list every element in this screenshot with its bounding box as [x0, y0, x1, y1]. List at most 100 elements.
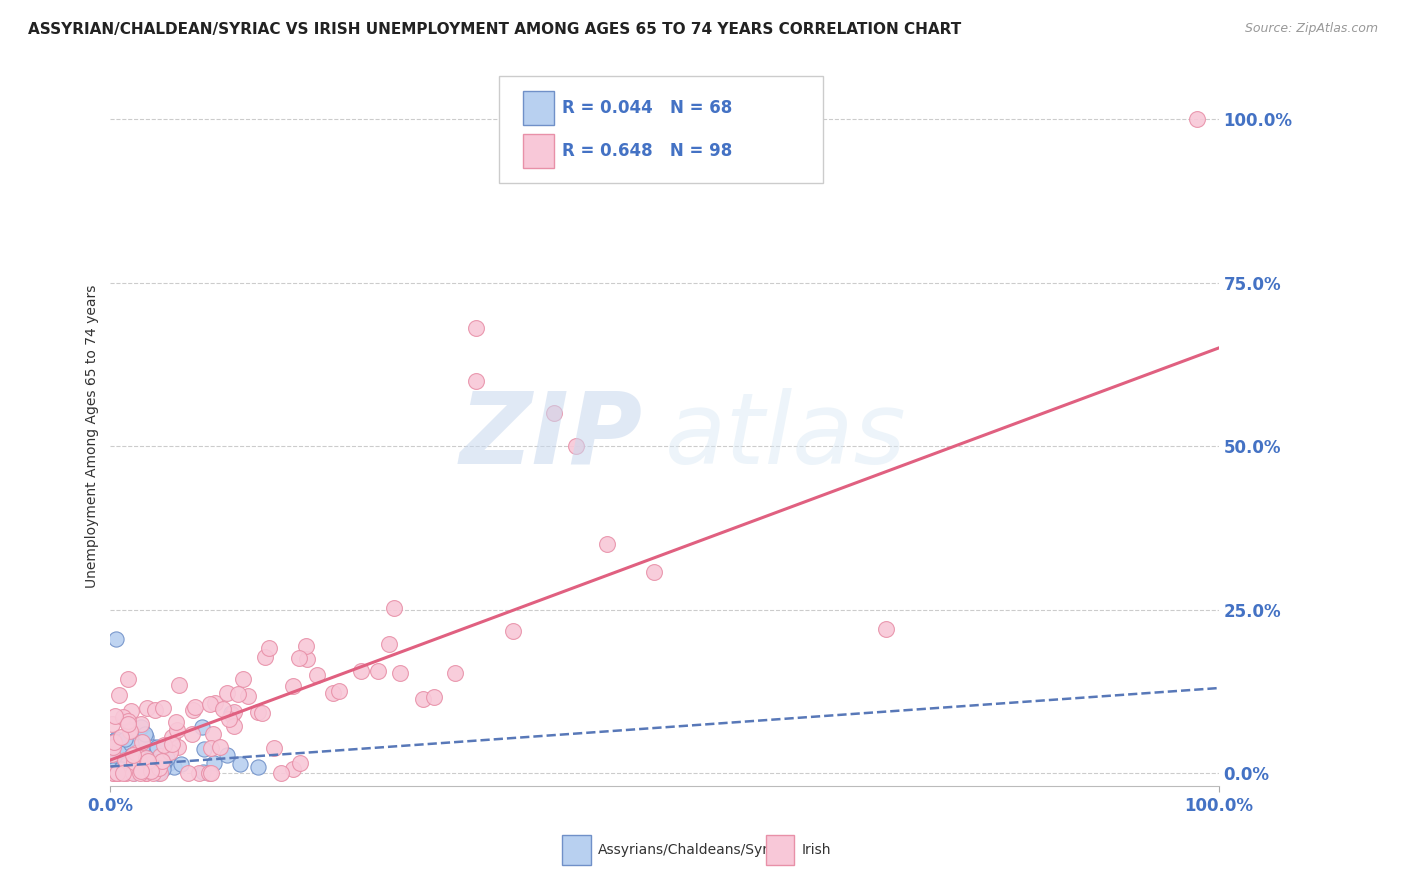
Point — [124, 759, 146, 773]
Point — [149, 751, 172, 765]
Text: ZIP: ZIP — [460, 388, 643, 484]
Point — [148, 761, 170, 775]
Point — [111, 710, 134, 724]
Text: Source: ZipAtlas.com: Source: ZipAtlas.com — [1244, 22, 1378, 36]
Point — [117, 672, 139, 686]
Point — [120, 723, 142, 738]
Point — [121, 764, 143, 778]
Point — [150, 754, 173, 768]
Point — [110, 739, 132, 754]
Point — [142, 766, 165, 780]
Point — [388, 665, 411, 680]
Point — [270, 766, 292, 780]
Point — [135, 751, 157, 765]
Point — [228, 687, 250, 701]
Text: Irish: Irish — [801, 843, 831, 857]
Point — [114, 745, 136, 759]
Point — [103, 755, 125, 769]
Point — [104, 709, 127, 723]
Point — [117, 764, 139, 779]
Point — [104, 632, 127, 646]
Point — [121, 736, 143, 750]
Point — [107, 764, 129, 778]
Point — [595, 537, 617, 551]
Point — [128, 766, 150, 780]
Point — [111, 742, 134, 756]
Point — [136, 754, 159, 768]
Point — [350, 664, 373, 678]
Point — [110, 763, 132, 777]
Point — [201, 727, 224, 741]
Point — [502, 624, 524, 638]
Point — [100, 716, 122, 731]
Point — [136, 701, 159, 715]
Point — [131, 735, 153, 749]
Point — [107, 766, 129, 780]
Point — [128, 761, 150, 775]
Point — [122, 766, 145, 780]
Point — [117, 757, 139, 772]
Point — [110, 731, 132, 745]
Point — [135, 766, 157, 780]
Point — [643, 566, 665, 580]
Point — [193, 741, 215, 756]
Point — [160, 737, 183, 751]
Point — [222, 719, 245, 733]
Point — [135, 766, 157, 780]
Text: ASSYRIAN/CHALDEAN/SYRIAC VS IRISH UNEMPLOYMENT AMONG AGES 65 TO 74 YEARS CORRELA: ASSYRIAN/CHALDEAN/SYRIAC VS IRISH UNEMPL… — [28, 22, 962, 37]
Point — [101, 766, 124, 780]
Point — [141, 756, 163, 770]
Point — [101, 763, 124, 777]
Point — [117, 765, 139, 780]
Point — [120, 704, 142, 718]
Point — [565, 439, 588, 453]
Point — [103, 735, 125, 749]
Text: atlas: atlas — [665, 388, 907, 484]
Point — [367, 665, 389, 679]
Point — [200, 740, 222, 755]
Point — [129, 716, 152, 731]
Point — [122, 748, 145, 763]
Point — [114, 731, 136, 746]
Point — [125, 746, 148, 760]
Point — [193, 765, 215, 780]
Point — [294, 639, 316, 653]
Point — [114, 752, 136, 766]
Point — [104, 731, 127, 746]
Point — [176, 766, 198, 780]
Point — [328, 683, 350, 698]
Point — [138, 762, 160, 776]
Point — [224, 705, 246, 719]
Point — [107, 766, 129, 780]
Point — [543, 406, 565, 420]
Point — [101, 739, 124, 754]
Point — [143, 759, 166, 773]
Point — [129, 764, 152, 779]
Point — [122, 756, 145, 770]
Point — [184, 700, 207, 714]
Point — [198, 766, 221, 780]
Point — [297, 652, 319, 666]
Point — [100, 741, 122, 756]
Point — [103, 734, 125, 748]
Point — [125, 748, 148, 763]
Point — [101, 757, 124, 772]
Point — [377, 637, 399, 651]
Point — [166, 723, 188, 737]
Point — [465, 374, 488, 388]
Point — [215, 747, 238, 762]
Point — [148, 765, 170, 780]
Point — [153, 756, 176, 770]
Point — [382, 600, 405, 615]
Point — [181, 703, 204, 717]
Point — [167, 678, 190, 692]
Point — [111, 766, 134, 780]
Point — [238, 690, 260, 704]
Point — [187, 766, 209, 780]
Point — [143, 761, 166, 775]
Point — [127, 744, 149, 758]
Point — [191, 720, 214, 734]
Point — [152, 701, 174, 715]
Point — [247, 705, 270, 719]
Point — [465, 321, 488, 335]
